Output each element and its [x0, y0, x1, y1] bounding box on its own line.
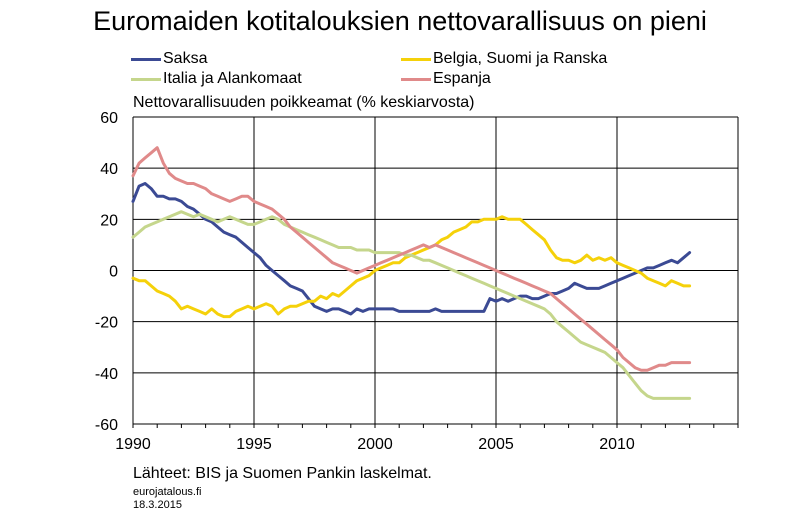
x-tick-label-2010: 2010: [599, 436, 635, 453]
x-tick-label-1995: 1995: [236, 436, 272, 453]
legend-label-saksa: Saksa: [163, 50, 208, 67]
legend-item-italia-alankomaat: Italia ja Alankomaat: [131, 70, 302, 88]
site-label: eurojatalous.fi: [133, 486, 202, 498]
legend-item-belgia-suomi-ranska: Belgia, Suomi ja Ranska: [401, 50, 607, 68]
legend-label-italia-alankomaat: Italia ja Alankomaat: [163, 70, 302, 87]
axes: [132, 117, 739, 428]
series-lines: [131, 146, 692, 400]
chart-title: Euromaiden kotitalouksien nettovarallisu…: [93, 6, 707, 36]
y-axis-label: Nettovarallisuuden poikkeamat (% keskiar…: [133, 94, 475, 111]
tick-labels: 60 40 20 0 -20 -40 -60 1990 1995 2000 2005 2010: [95, 110, 635, 453]
legend-label-belgia-suomi-ranska: Belgia, Suomi ja Ranska: [433, 50, 608, 67]
y-tick-label-0: 0: [109, 264, 118, 281]
y-tick-label--40: -40: [95, 366, 118, 383]
legend-swatch-belgia-suomi-ranska: [401, 57, 431, 61]
y-tick-label--60: -60: [95, 417, 118, 434]
legend-swatch-saksa: [131, 57, 161, 61]
series-line-2: [131, 210, 692, 400]
series-line-0: [131, 182, 692, 316]
series-line-1: [131, 215, 692, 319]
date-label: 18.3.2015: [133, 499, 182, 511]
legend-item-saksa: Saksa: [131, 50, 207, 68]
y-tick-label-60: 60: [100, 110, 118, 127]
x-tick-label-2000: 2000: [357, 436, 393, 453]
legend-item-espanja: Espanja: [401, 70, 491, 88]
x-tick-label-2005: 2005: [478, 436, 514, 453]
series-line-3: [131, 146, 692, 372]
legend-label-espanja: Espanja: [433, 70, 491, 87]
y-tick-label-20: 20: [100, 212, 118, 229]
y-tick-label-40: 40: [100, 161, 118, 178]
grid-lines: [133, 116, 738, 424]
legend-swatch-italia-alankomaat: [131, 77, 161, 81]
source-note: Lähteet: BIS ja Suomen Pankin laskelmat.: [133, 465, 432, 482]
x-tick-label-1990: 1990: [115, 436, 151, 453]
legend-swatch-espanja: [401, 77, 431, 81]
y-tick-label--20: -20: [95, 315, 118, 332]
